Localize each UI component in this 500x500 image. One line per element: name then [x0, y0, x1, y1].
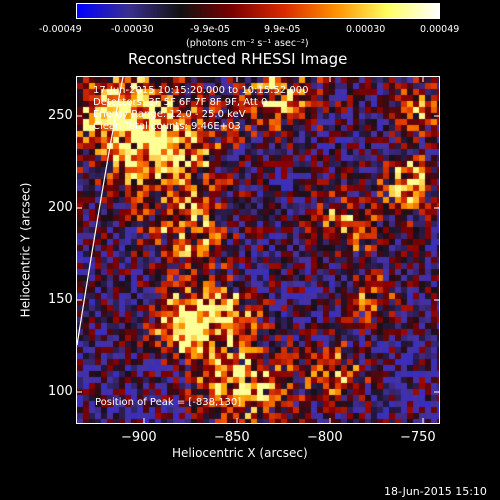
x-tick-1: −900 [121, 430, 157, 445]
info-energy-range: Energy Range: 12.0 - 25.0 keV [93, 109, 246, 120]
solar-limb-line [77, 77, 124, 346]
x-tick-4: −750 [400, 430, 436, 445]
colorbar-units: (photons cm⁻² s⁻¹ asec⁻²) [186, 38, 309, 49]
colorbar-tick-6: 0.00049 [420, 24, 460, 35]
colorbar-tick-1: -0.00049 [39, 24, 82, 35]
colorbar-tick-5: 0.00030 [346, 24, 386, 35]
y-tick-150: 150 [48, 292, 73, 307]
x-tick-3: −800 [307, 430, 343, 445]
colorbar-tick-3: -9.9e-05 [190, 24, 230, 35]
info-detectors: Detectors: 3F 5F 6F 7F 8F 9F, Att 0 [93, 97, 268, 108]
y-tick-100: 100 [48, 384, 73, 399]
y-tick-250: 250 [48, 108, 73, 123]
colorbar-tick-2: -0.00030 [111, 24, 154, 35]
footer-timestamp: 18-Jun-2015 15:10 [384, 485, 487, 498]
peak-position: Position of Peak = [-838,130] [95, 397, 242, 408]
y-tick-200: 200 [48, 200, 73, 215]
image-title: Reconstructed RHESSI Image [128, 50, 348, 68]
rhessi-image-panel: 17-Jun-2015 10:15:20.000 to 10:15:52.000… [76, 76, 440, 424]
x-tick-2: −850 [214, 430, 250, 445]
colorbar [76, 3, 440, 19]
colorbar-tick-4: 9.9e-05 [264, 24, 301, 35]
info-counts: Clean Total counts: 9.46E+03 [93, 121, 241, 132]
x-axis-label: Heliocentric X (arcsec) [172, 446, 308, 460]
info-time-range: 17-Jun-2015 10:15:20.000 to 10:15:52.000 [93, 85, 309, 96]
y-axis-label: Heliocentric Y (arcsec) [18, 182, 33, 318]
rhessi-heatmap [77, 77, 439, 423]
